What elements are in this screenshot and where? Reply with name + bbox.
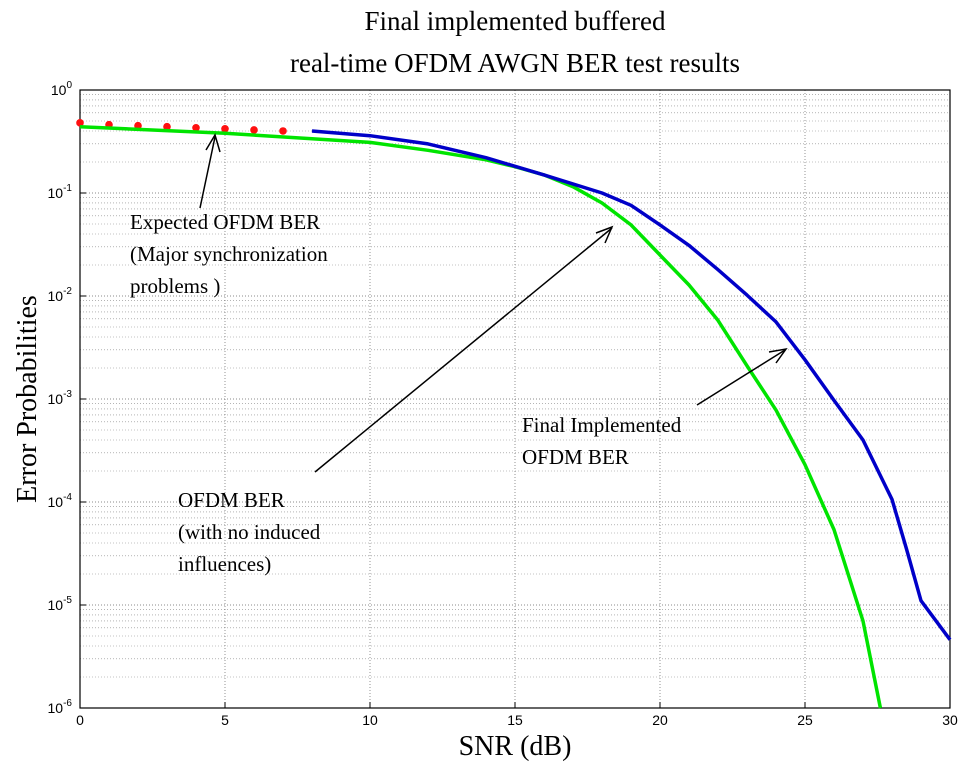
chart-title: Final implemented buffered <box>365 6 666 36</box>
arrow-head <box>595 225 614 244</box>
x-tick-label: 30 <box>942 712 958 728</box>
annotation: Expected OFDM BER <box>130 210 320 234</box>
annotation: problems ) <box>130 274 220 298</box>
data-point <box>250 126 258 134</box>
x-tick-label: 0 <box>76 712 84 728</box>
y-tick-label: 10-1 <box>48 183 73 201</box>
arrows <box>199 133 788 473</box>
series-line <box>311 129 952 641</box>
series-line <box>79 124 883 709</box>
x-tick-label: 10 <box>362 712 378 728</box>
data-point <box>76 119 84 127</box>
y-tick-label: 10-3 <box>48 389 73 407</box>
arrow-head <box>205 133 221 153</box>
chart-title: real-time OFDM AWGN BER test results <box>290 48 740 78</box>
arrow <box>199 136 216 209</box>
x-tick-label: 20 <box>652 712 668 728</box>
annotation: (Major synchronization <box>130 242 328 266</box>
annotation: influences) <box>178 552 271 576</box>
x-tick-label: 15 <box>507 712 523 728</box>
annotation: OFDM BER <box>522 445 629 469</box>
plot-frame <box>79 89 951 709</box>
annotation: (with no induced <box>178 520 321 544</box>
arrow <box>314 227 613 473</box>
x-tick-label: 5 <box>221 712 229 728</box>
x-axis-label: SNR (dB) <box>459 731 572 762</box>
x-tick-label: 25 <box>797 712 813 728</box>
y-tick-label: 10-6 <box>48 698 73 716</box>
arrow-head <box>768 347 788 364</box>
y-axis-label: Error Probabilities <box>12 295 43 503</box>
annotation: Final Implemented <box>522 413 682 437</box>
data-point <box>163 122 171 131</box>
y-tick-label: 100 <box>51 80 73 98</box>
y-tick-label: 10-2 <box>48 286 73 304</box>
annotation: OFDM BER <box>178 488 285 512</box>
y-tick-label: 10-5 <box>48 595 73 613</box>
data-point <box>279 127 287 135</box>
data-point <box>221 125 229 133</box>
y-tick-label: 10-4 <box>48 492 73 510</box>
arrow <box>696 349 786 406</box>
data-point <box>192 123 200 132</box>
